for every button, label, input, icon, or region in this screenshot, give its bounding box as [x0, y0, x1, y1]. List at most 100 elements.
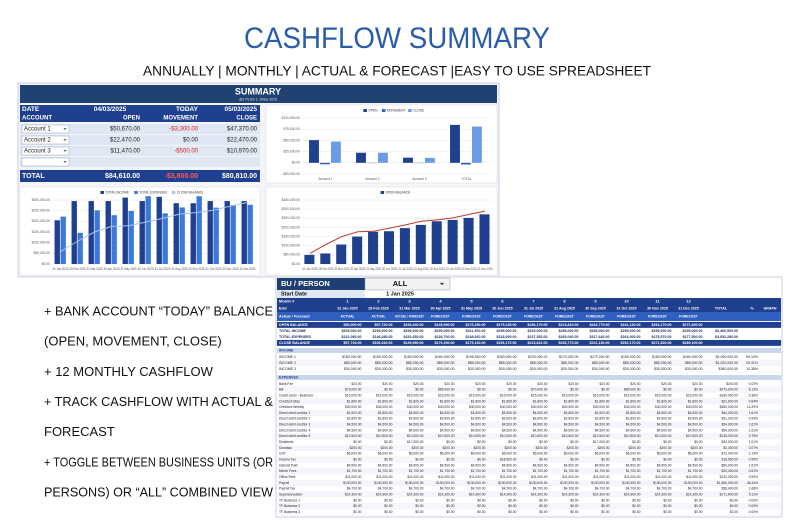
label: $17,000.00: [407, 440, 424, 444]
label: $200.00: [350, 446, 362, 450]
label: $4,500.00: [657, 423, 672, 427]
label: $0.00: [601, 510, 609, 514]
bar: [415, 224, 426, 264]
label: $20.00: [537, 382, 547, 386]
label: $15,000.00: [624, 393, 641, 397]
label: CLOSE BALANCE: [279, 341, 311, 345]
label: $18,500.00: [721, 458, 738, 462]
label: 6: [501, 299, 504, 304]
label: Start Date: [281, 291, 307, 297]
label: $4,500.00: [347, 463, 362, 467]
label: $40,000.00: [562, 405, 579, 409]
bu-select[interactable]: [364, 277, 451, 291]
label: $0.00: [415, 388, 423, 392]
label: $241,130.00: [621, 323, 641, 327]
label: TOTAL: [22, 173, 45, 180]
label: $6,000.00: [688, 452, 703, 456]
label: 1.61%: [749, 423, 758, 427]
label: $85,000.00: [344, 361, 362, 365]
label: $85,000.00: [468, 361, 486, 365]
label: $130,000.00: [467, 481, 486, 485]
account-select: [21, 146, 70, 156]
label: $72,000.00: [721, 452, 738, 456]
bar: [241, 201, 247, 264]
label: End: [279, 306, 287, 311]
x-tick-label: 31 Mar 2025: [334, 267, 349, 271]
feature-line: FORECAST: [44, 424, 115, 439]
label: $0.00: [694, 458, 702, 462]
label: Superannuation: [279, 492, 302, 496]
label: Account 3: [24, 149, 51, 155]
label: $200.00: [691, 446, 703, 450]
label: $70,000.00: [531, 388, 548, 392]
label: $1,700.00: [564, 469, 579, 473]
label: $4,700.00: [409, 487, 424, 491]
label: 12: [686, 299, 691, 304]
start-label-cell: [277, 290, 365, 298]
x-tick-label: 31 Oct 2025: [446, 267, 461, 271]
label: Bill: [279, 388, 284, 392]
label: $0.00: [384, 458, 392, 462]
label: $4,500.00: [378, 423, 393, 427]
label: $1,800.00: [564, 399, 579, 403]
x-tick-label: 30 Sep 2025: [430, 267, 445, 271]
label: $85,000.00: [375, 361, 393, 365]
feature-line: (OPEN, MOVEMENT, CLOSE): [44, 334, 222, 349]
label: 31 Dec 2025: [678, 306, 699, 310]
label: 59.10%: [746, 355, 758, 359]
label: $6,000.00: [533, 452, 548, 456]
label: $4,700.00: [378, 487, 393, 491]
label: OPEN: [123, 116, 140, 122]
label: $21,600.00: [721, 399, 738, 403]
bar: [213, 207, 219, 264]
label: EXPENSES: [279, 375, 299, 379]
bar: [145, 196, 151, 264]
status-row: [277, 312, 781, 321]
label: $30,000.00: [561, 367, 579, 371]
label: $275,570.00: [652, 335, 672, 339]
label: $130,000.00: [405, 481, 424, 485]
label: $15,000.00: [593, 393, 610, 397]
end-row: [277, 305, 781, 312]
label: $11,000.00: [655, 475, 671, 479]
label: Donation: [279, 446, 292, 450]
label: $0.00: [694, 388, 702, 392]
label: $4,500.00: [440, 411, 455, 415]
x-tick-label: 31 Jul 2025: [155, 267, 171, 271]
table-row: [277, 450, 781, 457]
dropdown-arrow: [63, 128, 67, 130]
label: $2,600.00: [595, 417, 610, 421]
month-row: [277, 298, 781, 305]
label: $0.00: [508, 510, 516, 514]
label: $0.00: [730, 510, 738, 514]
label: ACCOUNT: [22, 116, 52, 122]
label: TF Business 1: [279, 498, 300, 502]
label: $295,000.00: [435, 329, 455, 333]
label: $360,000.00: [719, 367, 739, 371]
label: $4,500.00: [657, 463, 672, 467]
label: $4,500.00: [502, 411, 517, 415]
label: $130,000.00: [622, 481, 641, 485]
table-row: [277, 445, 781, 451]
label: $180,000.00: [621, 355, 641, 359]
x-tick-label: 31 Aug 2025: [414, 267, 429, 271]
label: -$3,800.00: [165, 173, 199, 180]
label: $170,000.00: [590, 355, 610, 359]
x-tick-label: 30 Sep 2025: [189, 267, 205, 271]
label: $10,500.00: [593, 434, 610, 438]
label: 30 Sep 2025: [585, 306, 606, 310]
label: $1,700.00: [378, 469, 393, 473]
label: INCOME: [279, 348, 294, 352]
label: $11,000.00: [624, 475, 640, 479]
label: $130,000.00: [684, 481, 703, 485]
label: Payroll Tax: [279, 487, 295, 491]
x-tick-label: Account 3: [412, 177, 426, 181]
label: $126,000.00: [720, 434, 739, 438]
bar: [450, 124, 460, 163]
label: $271,600.00: [652, 341, 672, 345]
label: $180,000.00: [683, 355, 703, 359]
y-tick-label: $100,000.00: [282, 244, 301, 248]
label: $4,500.00: [378, 411, 393, 415]
label: $0.00: [730, 498, 738, 502]
label: $4,500.00: [347, 411, 362, 415]
